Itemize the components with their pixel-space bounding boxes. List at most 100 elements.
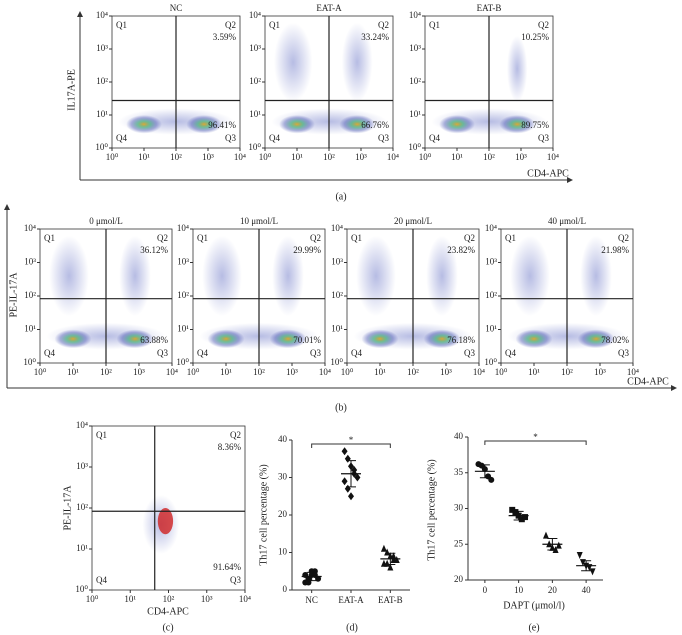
x-tick-label: 10⁴ (473, 367, 485, 377)
x-tick-label: 10⁰ (187, 367, 200, 377)
data-point (589, 568, 596, 576)
quadrant-label: Q1 (269, 20, 280, 30)
quadrant-value: 36.12% (140, 245, 168, 255)
quadrant-label: Q4 (351, 348, 362, 358)
quadrant-label: Q4 (269, 133, 280, 143)
x-tick-label: 0 (483, 585, 488, 595)
x-tick-label: EAT-B (378, 595, 403, 605)
error-bar (306, 571, 317, 582)
error-bar (479, 464, 490, 479)
quadrant-label: Q4 (197, 348, 208, 358)
data-point (488, 476, 495, 483)
x-tick-label: 10¹ (374, 367, 386, 377)
cell-population (116, 329, 154, 349)
x-tick-label: 10⁰ (259, 152, 272, 162)
quadrant-label: Q1 (44, 233, 55, 243)
significance-mark: * (533, 432, 538, 442)
quadrant-value: 3.59% (213, 32, 237, 42)
cell-population (341, 22, 373, 102)
quadrant-value: 8.36% (218, 442, 242, 452)
cell-population (439, 115, 475, 134)
quadrant-label: Q1 (429, 20, 440, 30)
plot-title: EAT-B (477, 3, 502, 13)
x-tick-label: 40 (582, 585, 592, 595)
x-tick-label: 10⁴ (387, 152, 399, 162)
y-tick-label: 10¹ (409, 109, 421, 119)
data-point (387, 563, 394, 571)
quadrant-value: 21.98% (601, 245, 629, 255)
x-tick-label: EAT-A (338, 595, 364, 605)
x-tick-label: 10⁴ (166, 367, 178, 377)
significance-bracket (311, 443, 391, 448)
y-tick-label: 10⁴ (331, 223, 343, 233)
y-tick-label: 20 (454, 574, 464, 584)
y-tick-label: 10⁴ (249, 10, 261, 20)
x-tick-label: 10⁴ (627, 367, 639, 377)
x-tick-label: 10³ (594, 367, 606, 377)
y-tick-label: 10⁰ (408, 142, 421, 152)
x-tick-label: 10² (163, 594, 175, 604)
quadrant-label: Q4 (429, 133, 440, 143)
x-tick-label: 10¹ (220, 367, 232, 377)
quadrant-label: Q2 (538, 20, 549, 30)
x-tick-label: 10⁴ (239, 594, 251, 604)
x-tick-label: 10⁰ (106, 152, 119, 162)
x-tick-label: 10⁰ (86, 594, 99, 604)
cell-population (186, 115, 223, 134)
x-tick-label: 10⁴ (234, 152, 246, 162)
quadrant-label: Q3 (157, 348, 168, 358)
x-tick-label: 10⁰ (34, 367, 47, 377)
y-tick-label: 10⁴ (409, 10, 421, 20)
caption: (d) (346, 622, 358, 633)
y-tick-label: 20 (278, 509, 288, 519)
quadrant-label: Q4 (505, 348, 516, 358)
quadrant-value: 29.99% (293, 245, 321, 255)
quadrant-value: 70.01% (293, 335, 321, 345)
x-axis-label: CD4-APC (627, 376, 669, 387)
y-tick-label: 10² (249, 76, 261, 86)
data-point (380, 544, 387, 552)
y-tick-label: 10 (278, 547, 288, 557)
y-tick-label: 40 (454, 431, 464, 441)
x-tick-label: 10² (170, 152, 182, 162)
x-tick-label: 10² (483, 152, 495, 162)
x-tick-label: 10³ (202, 152, 214, 162)
error-bar (513, 510, 524, 521)
data-point (393, 556, 400, 563)
x-tick-label: NC (305, 595, 318, 605)
cell-population (361, 329, 399, 349)
data-point (542, 531, 549, 539)
quadrant-value: 96.41% (208, 120, 236, 130)
quadrant-label: Q2 (310, 233, 321, 243)
data-point (348, 492, 354, 501)
y-tick-label: 30 (278, 472, 288, 482)
quadrant-label: Q3 (464, 348, 475, 358)
quadrant-label: Q2 (157, 233, 168, 243)
plot-title: 10 μmol/L (240, 216, 278, 226)
quadrant-value: 63.88% (140, 335, 168, 345)
quadrant-label: Q4 (96, 575, 107, 585)
quadrant-value: 33.24% (361, 32, 389, 42)
y-axis-label: IL17A-PE (66, 69, 77, 111)
cell-population (49, 235, 89, 317)
quadrant-label: Q2 (618, 233, 629, 243)
y-tick-label: 30 (454, 503, 464, 513)
y-tick-label: 25 (454, 538, 464, 548)
y-tick-label: 0 (283, 584, 288, 594)
quadrant-value: 23.82% (447, 245, 475, 255)
y-tick-label: 10⁰ (95, 142, 108, 152)
quadrant-value: 91.64% (213, 562, 241, 572)
plot-title: EAT-A (316, 3, 342, 13)
y-tick-label: 10⁰ (330, 357, 343, 367)
cell-population (356, 235, 396, 317)
significance-bracket (484, 440, 587, 445)
y-tick-label: 10³ (331, 257, 343, 267)
cell-population (119, 235, 151, 317)
y-tick-label: 35 (454, 467, 464, 477)
quadrant-label: Q2 (378, 20, 389, 30)
y-tick-label: 10³ (485, 257, 497, 267)
x-tick-label: 10³ (286, 367, 298, 377)
x-tick-label: 10¹ (67, 367, 79, 377)
data-point (576, 551, 583, 559)
x-tick-label: 10¹ (138, 152, 150, 162)
